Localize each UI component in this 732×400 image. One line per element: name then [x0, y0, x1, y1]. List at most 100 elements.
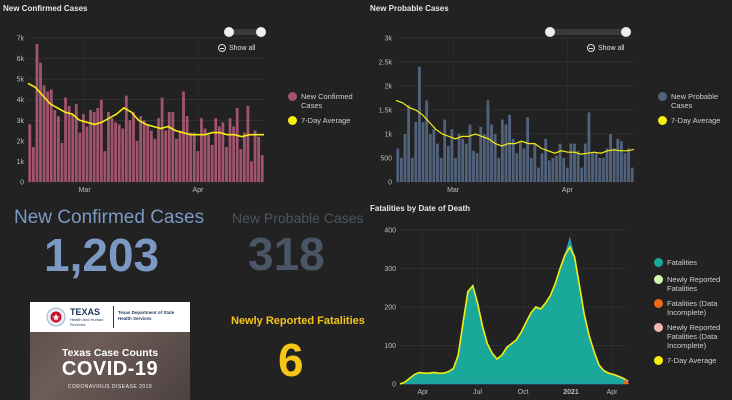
confirmed-legend: New Confirmed Cases 7-Day Average — [288, 92, 358, 125]
bar — [544, 138, 548, 182]
x-tick-label: Apr — [417, 389, 429, 396]
banner-covid-title: COVID-19 — [61, 358, 159, 380]
legend-item-confirmed[interactable]: New Confirmed Cases — [288, 92, 358, 110]
y-tick-label: 2.5k — [379, 60, 393, 67]
confirmed-range-slider[interactable] — [224, 27, 266, 37]
banner-header: TEXAS Health and Human Services Texas De… — [30, 302, 190, 332]
y-tick-label: 0 — [392, 382, 396, 389]
legend-item-newly-incomplete[interactable]: Newly Reported Fatalities (Data Incomple… — [654, 323, 730, 350]
bar — [396, 148, 400, 182]
legend-item-fatalities[interactable]: Fatalities — [654, 258, 730, 267]
y-tick-label: 6k — [17, 56, 25, 63]
bar — [623, 153, 627, 182]
y-tick-label: 2k — [17, 138, 25, 145]
bar — [414, 122, 418, 182]
confirmed-grid — [28, 37, 264, 183]
bar — [121, 128, 125, 182]
y-tick-label: 4k — [17, 97, 25, 104]
bar — [221, 122, 225, 182]
bar — [171, 112, 175, 182]
range-handle-right[interactable] — [256, 27, 266, 37]
bar — [250, 161, 253, 182]
legend-item-avg[interactable]: 7-Day Average — [654, 356, 730, 365]
bar — [117, 124, 121, 182]
bar — [421, 122, 425, 182]
bar — [591, 153, 594, 182]
x-tick-label: Apr — [192, 187, 204, 194]
probable-bars — [396, 66, 634, 182]
range-handle-left[interactable] — [224, 27, 234, 37]
confirmed-cases-chart: 0 1k 2k 3k 4k 5k 6k 7k Mar Apr — [17, 36, 264, 194]
probable-stat-value: 318 — [248, 228, 325, 280]
bar — [214, 118, 218, 182]
bar — [472, 150, 475, 182]
bar — [53, 110, 57, 182]
fatalities-x-ticks: Apr Jul Oct 2021 Apr — [417, 389, 618, 396]
bar — [178, 130, 182, 182]
y-tick-label: 1.5k — [379, 108, 393, 115]
x-tick-label: Mar — [79, 187, 92, 194]
bar — [475, 153, 479, 182]
bar — [246, 105, 250, 182]
bar — [107, 112, 110, 182]
fatalities-stat-value: 6 — [278, 334, 304, 386]
bar — [99, 99, 103, 182]
bar — [425, 100, 429, 182]
bar — [225, 147, 228, 182]
bar — [569, 143, 573, 182]
zoom-out-icon — [587, 44, 595, 52]
bar — [64, 97, 67, 182]
bar — [203, 128, 207, 182]
confirmed-stat-value: 1,203 — [44, 229, 160, 281]
legend-item-incomplete[interactable]: Fatalities (Data Incomplete) — [654, 299, 730, 317]
bar — [519, 141, 522, 182]
confirmed-show-all-button[interactable]: Show all — [218, 44, 255, 52]
bar — [558, 143, 562, 182]
bar — [504, 124, 508, 182]
bar — [529, 158, 533, 182]
legend-swatch — [654, 258, 663, 267]
range-handle-right[interactable] — [621, 27, 631, 37]
bar — [479, 126, 483, 182]
bar — [139, 116, 143, 182]
legend-swatch — [658, 116, 667, 125]
bar — [260, 155, 264, 182]
x-tick-label: Oct — [518, 389, 529, 396]
probable-cases-chart: 0 500 1k 1.5k 2k 2.5k 3k Mar Apr — [379, 36, 635, 194]
bar — [533, 143, 537, 182]
legend-item-probable[interactable]: New Probable Cases — [658, 92, 728, 110]
banner-headline: Texas Case Counts — [61, 347, 159, 359]
bar — [114, 122, 117, 182]
y-tick-label: 7k — [17, 36, 25, 43]
y-tick-label: 3k — [17, 118, 25, 125]
bar — [217, 126, 221, 182]
bar — [418, 66, 421, 182]
bar — [461, 138, 465, 182]
fatalities-incomplete-area — [623, 378, 629, 384]
bar — [182, 91, 185, 182]
legend-swatch — [654, 356, 663, 365]
bar — [605, 148, 609, 182]
bar — [185, 116, 189, 182]
bar — [540, 153, 544, 182]
bar — [493, 134, 497, 182]
bar — [78, 132, 82, 182]
probable-show-all-button[interactable]: Show all — [587, 44, 624, 52]
legend-item-avg[interactable]: 7-Day Average — [658, 116, 728, 125]
bar — [511, 138, 515, 182]
y-tick-label: 0 — [20, 180, 24, 187]
bar — [490, 124, 493, 182]
bar — [486, 100, 490, 182]
confirmed-x-ticks: Mar Apr — [79, 187, 204, 194]
bar — [235, 107, 239, 182]
bar — [160, 97, 164, 182]
probable-range-slider[interactable] — [545, 27, 631, 37]
range-handle-left[interactable] — [545, 27, 555, 37]
bar — [407, 105, 411, 182]
bar — [242, 132, 246, 182]
legend-item-newly-reported[interactable]: Newly Reported Fatalities — [654, 275, 730, 293]
bar — [192, 132, 196, 182]
fatalities-stat-label: Newly Reported Fatalities — [231, 315, 365, 327]
bar — [175, 138, 178, 182]
legend-item-avg[interactable]: 7-Day Average — [288, 116, 358, 125]
